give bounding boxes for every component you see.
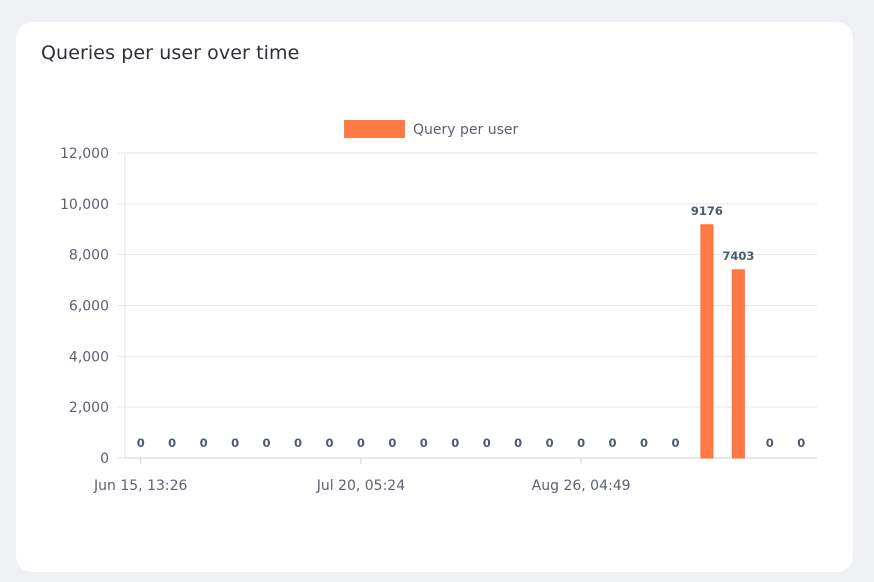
x-tick-label: Aug 26, 04:49 [532,478,631,494]
x-axis: Jun 15, 13:26 Jul 20, 05:24 Aug 26, 04:49 [93,457,817,494]
data-label: 9176 [691,204,723,218]
data-labels: 0 0 0 0 0 0 0 0 0 0 0 0 0 0 0 0 0 0 9176 7403 0 0 [137,204,806,450]
y-axis: 0 2,000 4,000 6,000 8,000 10,000 12,000 [60,146,109,467]
data-label: 0 [483,436,491,450]
y-tick-label: 2,000 [69,400,109,416]
y-tick-label: 8,000 [69,248,109,264]
card-title: Queries per user over time [41,42,300,64]
bar[interactable] [731,269,745,459]
data-label: 0 [546,436,554,450]
bar[interactable] [700,224,714,459]
y-tick-label: 10,000 [60,197,109,213]
data-label: 0 [577,436,585,450]
data-label: 0 [200,436,208,450]
data-label: 0 [640,436,648,450]
legend-swatch[interactable] [344,120,405,138]
data-label: 0 [514,436,522,450]
data-label: 0 [137,436,145,450]
y-tick-label: 0 [100,451,109,467]
data-label: 7403 [722,249,754,263]
y-tick-label: 6,000 [69,299,109,315]
data-label: 0 [168,436,176,450]
x-tick-label: Jun 15, 13:26 [93,478,187,494]
data-label: 0 [357,436,365,450]
data-label: 0 [671,436,679,450]
chart-card: Queries per user over time [16,22,853,572]
data-label: 0 [609,436,617,450]
data-label: 0 [420,436,428,450]
data-label: 0 [231,436,239,450]
x-tick-label: Jul 20, 05:24 [316,478,405,494]
y-tick-label: 4,000 [69,349,109,365]
data-label: 0 [766,436,774,450]
data-label: 0 [797,436,805,450]
data-label: 0 [388,436,396,450]
legend-label[interactable]: Query per user [413,122,518,138]
data-label: 0 [451,436,459,450]
data-label: 0 [263,436,271,450]
data-label: 0 [325,436,333,450]
legend[interactable]: Query per user [344,120,518,138]
y-tick-label: 12,000 [60,146,109,162]
bars [700,224,745,459]
data-label: 0 [294,436,302,450]
